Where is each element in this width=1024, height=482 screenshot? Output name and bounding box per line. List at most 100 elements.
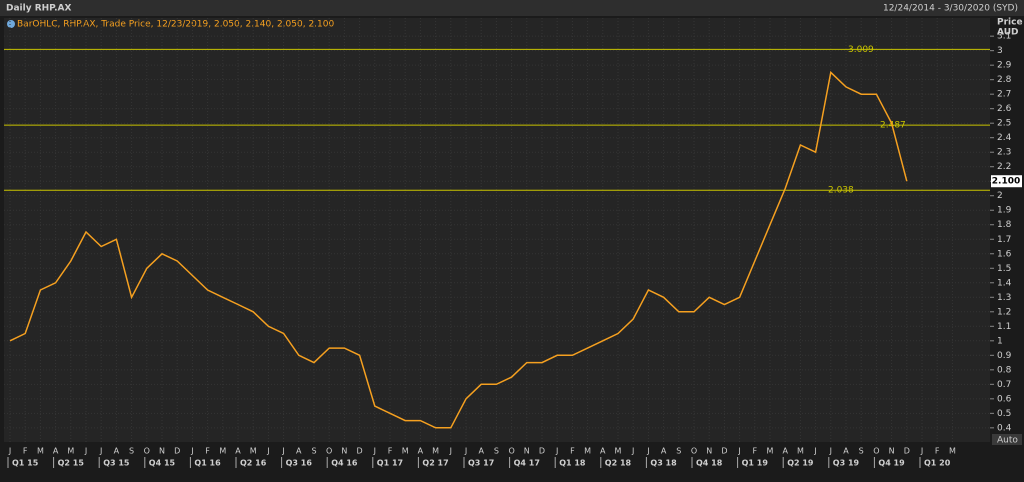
- x-tick-label: F: [570, 447, 575, 456]
- x-tick-label: A: [296, 447, 302, 456]
- x-tick-label: N: [341, 447, 347, 456]
- quarter-label: Q1 19: [742, 459, 769, 468]
- y-tick-label: 1.9: [997, 206, 1012, 216]
- x-tick-label: D: [357, 447, 363, 456]
- quarter-label: Q1 18: [559, 459, 586, 468]
- x-tick-label: M: [949, 447, 956, 456]
- x-tick-label: S: [494, 447, 499, 456]
- x-tick-label: J: [464, 447, 467, 456]
- y-tick-label: 2.2: [997, 162, 1011, 172]
- x-tick-label: M: [432, 447, 439, 456]
- quarter-label: Q3 17: [468, 459, 494, 468]
- y-tick-label: 0.8: [997, 365, 1012, 375]
- x-tick-label: J: [373, 447, 376, 456]
- x-tick-label: J: [281, 447, 284, 456]
- quarter-label: Q3 18: [650, 459, 677, 468]
- x-tick-label: O: [326, 447, 332, 456]
- x-tick-label: N: [706, 447, 712, 456]
- y-tick-label: 0.5: [997, 409, 1011, 419]
- y-tick-label: 0.9: [997, 351, 1012, 361]
- x-tick-label: M: [250, 447, 257, 456]
- x-tick-label: M: [67, 447, 74, 456]
- x-tick-label: J: [737, 447, 740, 456]
- auto-label[interactable]: Auto: [997, 436, 1018, 446]
- x-tick-label: A: [53, 447, 59, 456]
- x-tick-label: D: [174, 447, 180, 456]
- y-tick-label: 1.6: [997, 249, 1012, 259]
- y-tick-label: 1.3: [997, 293, 1011, 303]
- quarter-label: Q4 16: [331, 459, 358, 468]
- quarter-label: Q3 19: [833, 459, 860, 468]
- quarter-label: Q4 15: [149, 459, 176, 468]
- x-tick-label: A: [782, 447, 788, 456]
- x-tick-label: A: [235, 447, 241, 456]
- x-tick-label: F: [205, 447, 210, 456]
- x-tick-label: M: [767, 447, 774, 456]
- auto-button[interactable]: [992, 434, 1022, 445]
- y-tick-label: 1.4: [997, 278, 1012, 288]
- y-tick-label: 1.2: [997, 307, 1011, 317]
- header-title: Daily RHP.AX: [6, 4, 72, 14]
- quarter-label: Q2 16: [240, 459, 267, 468]
- x-tick-label: S: [311, 447, 316, 456]
- x-tick-label: F: [388, 447, 393, 456]
- x-tick-label: M: [219, 447, 226, 456]
- x-tick-label: S: [676, 447, 681, 456]
- x-tick-label: D: [539, 447, 545, 456]
- x-tick-label: J: [920, 447, 923, 456]
- level-label: 3.009: [848, 45, 874, 55]
- x-tick-label: O: [508, 447, 514, 456]
- x-tick-label: O: [144, 447, 150, 456]
- last-price-badge: [991, 175, 1022, 188]
- x-tick-label: J: [813, 447, 816, 456]
- quarter-label: Q2 15: [58, 459, 85, 468]
- y-tick-label: 1.5: [997, 264, 1011, 274]
- y-tick-label: 2.8: [997, 75, 1012, 85]
- level-label: 2.038: [828, 186, 854, 196]
- y-tick-label: 0.4: [997, 423, 1012, 433]
- quarter-label: Q1 15: [12, 459, 39, 468]
- x-tick-label: S: [129, 447, 134, 456]
- y-tick-label: 1.1: [997, 322, 1011, 332]
- x-tick-label: F: [23, 447, 28, 456]
- x-tick-label: J: [8, 447, 11, 456]
- y-tick-label: 3: [997, 46, 1003, 56]
- x-tick-label: M: [402, 447, 409, 456]
- quarter-label: Q4 17: [514, 459, 540, 468]
- x-tick-label: J: [646, 447, 649, 456]
- plot-area: [4, 18, 990, 442]
- quarter-label: Q1 16: [194, 459, 221, 468]
- y-tick-label: 2.5: [997, 119, 1011, 129]
- y-tick-label: 1.7: [997, 235, 1011, 245]
- legend-icon: [7, 20, 15, 28]
- x-tick-label: F: [935, 447, 940, 456]
- quarter-label: Q2 18: [605, 459, 632, 468]
- x-tick-label: F: [752, 447, 757, 456]
- x-tick-label: A: [418, 447, 424, 456]
- y-tick-label: 0.6: [997, 394, 1012, 404]
- y-tick-label: 2.3: [997, 148, 1011, 158]
- y-tick-label: 2.6: [997, 104, 1012, 114]
- y-tick-label: 2: [997, 191, 1003, 201]
- x-tick-label: N: [159, 447, 165, 456]
- x-tick-label: M: [615, 447, 622, 456]
- x-tick-label: A: [114, 447, 120, 456]
- price-line: [9, 70, 908, 429]
- y-tick-label: 1.8: [997, 220, 1012, 230]
- x-tick-label: M: [37, 447, 44, 456]
- y-axis-unit: AUD: [997, 28, 1018, 38]
- quarter-label: Q3 16: [286, 459, 313, 468]
- x-tick-label: N: [889, 447, 895, 456]
- y-tick-label: 0.7: [997, 380, 1011, 390]
- x-tick-label: J: [190, 447, 193, 456]
- x-tick-label: J: [84, 447, 87, 456]
- x-tick-label: J: [555, 447, 558, 456]
- x-tick-label: A: [600, 447, 606, 456]
- x-tick-label: S: [859, 447, 864, 456]
- quarter-label: Q4 18: [696, 459, 723, 468]
- quarter-label: Q1 17: [377, 459, 403, 468]
- quarter-label: Q1 20: [924, 459, 951, 468]
- x-tick-label: D: [904, 447, 910, 456]
- last-price-label: 2.100: [992, 177, 1020, 187]
